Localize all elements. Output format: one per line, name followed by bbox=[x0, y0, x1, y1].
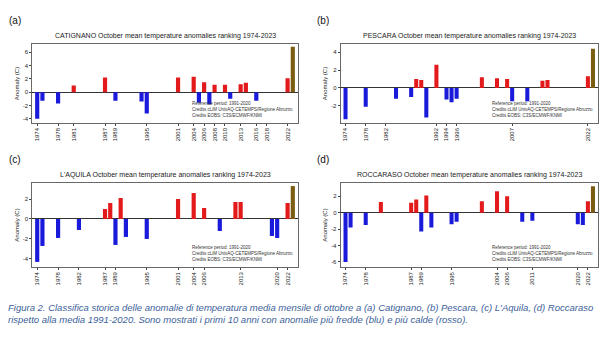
svg-text:2018: 2018 bbox=[264, 127, 270, 141]
svg-text:2004: 2004 bbox=[494, 271, 500, 285]
svg-text:2013: 2013 bbox=[238, 271, 244, 285]
svg-text:1981: 1981 bbox=[71, 127, 77, 141]
svg-text:0: 0 bbox=[333, 85, 337, 91]
svg-text:6: 6 bbox=[25, 49, 29, 55]
svg-text:2022: 2022 bbox=[585, 271, 591, 285]
svg-text:2001: 2001 bbox=[175, 127, 181, 141]
svg-text:1974: 1974 bbox=[34, 127, 40, 141]
svg-text:2006: 2006 bbox=[504, 271, 510, 285]
svg-text:2022: 2022 bbox=[285, 271, 291, 285]
svg-text:2008: 2008 bbox=[212, 127, 218, 141]
svg-text:1989: 1989 bbox=[112, 127, 118, 141]
svg-text:PESCARA October mean temperatu: PESCARA October mean temperature anomali… bbox=[363, 32, 576, 40]
svg-text:1995: 1995 bbox=[144, 271, 150, 285]
svg-text:2: 2 bbox=[333, 193, 337, 199]
svg-text:-2: -2 bbox=[331, 103, 337, 109]
svg-text:(a): (a) bbox=[9, 15, 21, 26]
svg-text:(c): (c) bbox=[9, 154, 21, 165]
svg-text:-2: -2 bbox=[23, 236, 29, 242]
svg-text:Anomaly (C): Anomaly (C) bbox=[14, 208, 20, 241]
svg-text:0: 0 bbox=[25, 89, 29, 95]
svg-text:1996: 1996 bbox=[454, 127, 460, 141]
svg-text:L'AQUILA October mean temperat: L'AQUILA October mean temperature anomal… bbox=[60, 171, 271, 179]
svg-text:2006: 2006 bbox=[201, 127, 207, 141]
svg-text:1995: 1995 bbox=[144, 127, 150, 141]
svg-text:-4: -4 bbox=[331, 243, 337, 249]
svg-text:1978: 1978 bbox=[55, 127, 61, 141]
svg-text:1994: 1994 bbox=[443, 127, 449, 141]
svg-text:1982: 1982 bbox=[76, 271, 82, 285]
svg-text:1987: 1987 bbox=[102, 127, 108, 141]
svg-text:Reference period: 1991-2020Cre: Reference period: 1991-2020Credits cLiM … bbox=[192, 245, 293, 262]
svg-text:2011: 2011 bbox=[529, 271, 535, 285]
svg-text:1989: 1989 bbox=[418, 271, 424, 285]
svg-text:Reference period: 1991-2020Cre: Reference period: 1991-2020Credits cLiM … bbox=[192, 101, 293, 118]
svg-text:1974: 1974 bbox=[34, 271, 40, 285]
svg-text:1978: 1978 bbox=[363, 271, 369, 285]
svg-text:2010: 2010 bbox=[222, 127, 228, 141]
svg-text:1987: 1987 bbox=[102, 271, 108, 285]
html-text:Figura 2. Classifica storica d: Figura 2. Classifica storica delle anoma… bbox=[8, 302, 594, 325]
svg-text:2007: 2007 bbox=[509, 127, 515, 141]
svg-text:1982: 1982 bbox=[383, 127, 389, 141]
svg-text:-4: -4 bbox=[23, 256, 29, 262]
svg-text:Reference period: 1991-2020Cre: Reference period: 1991-2020Credits cLiM … bbox=[492, 245, 593, 262]
svg-text:1992: 1992 bbox=[433, 127, 439, 141]
svg-text:1974: 1974 bbox=[342, 127, 348, 141]
svg-text:1974: 1974 bbox=[342, 271, 348, 285]
svg-text:(d): (d) bbox=[317, 154, 329, 165]
svg-text:2022: 2022 bbox=[285, 127, 291, 141]
svg-text:0: 0 bbox=[333, 210, 337, 216]
svg-text:CATIGNANO October mean tempera: CATIGNANO October mean temperature anoma… bbox=[55, 32, 276, 40]
svg-text:1987: 1987 bbox=[408, 271, 414, 285]
svg-text:1989: 1989 bbox=[112, 271, 118, 285]
svg-text:Reference period: 1991-2020Cre: Reference period: 1991-2020Credits cLiM … bbox=[492, 101, 593, 118]
svg-text:1995: 1995 bbox=[449, 271, 455, 285]
svg-text:(b): (b) bbox=[317, 15, 329, 26]
svg-text:2013: 2013 bbox=[238, 127, 244, 141]
svg-text:2: 2 bbox=[25, 76, 29, 82]
svg-text:Anomaly (C): Anomaly (C) bbox=[14, 67, 20, 100]
svg-text:1978: 1978 bbox=[363, 127, 369, 141]
svg-text:2: 2 bbox=[333, 67, 337, 73]
svg-text:2016: 2016 bbox=[253, 127, 259, 141]
svg-text:1978: 1978 bbox=[55, 271, 61, 285]
svg-text:2004: 2004 bbox=[191, 127, 197, 141]
svg-text:-2: -2 bbox=[331, 226, 337, 232]
svg-text:ROCCARASO October mean tempera: ROCCARASO October mean temperature anoma… bbox=[357, 171, 582, 179]
svg-text:-4: -4 bbox=[23, 116, 29, 122]
svg-text:2022: 2022 bbox=[585, 127, 591, 141]
svg-text:2001: 2001 bbox=[175, 271, 181, 285]
svg-text:2006: 2006 bbox=[201, 271, 207, 285]
svg-text:2: 2 bbox=[25, 196, 29, 202]
svg-text:0: 0 bbox=[25, 216, 29, 222]
svg-text:Anomaly (C): Anomaly (C) bbox=[322, 208, 328, 241]
svg-text:2004: 2004 bbox=[191, 271, 197, 285]
svg-text:Anomaly (C): Anomaly (C) bbox=[322, 67, 328, 100]
svg-text:2020: 2020 bbox=[274, 271, 280, 285]
svg-text:4: 4 bbox=[333, 49, 337, 55]
svg-text:-2: -2 bbox=[23, 103, 29, 109]
svg-text:-6: -6 bbox=[331, 259, 337, 265]
svg-text:2020: 2020 bbox=[575, 271, 581, 285]
svg-text:4: 4 bbox=[25, 63, 29, 69]
